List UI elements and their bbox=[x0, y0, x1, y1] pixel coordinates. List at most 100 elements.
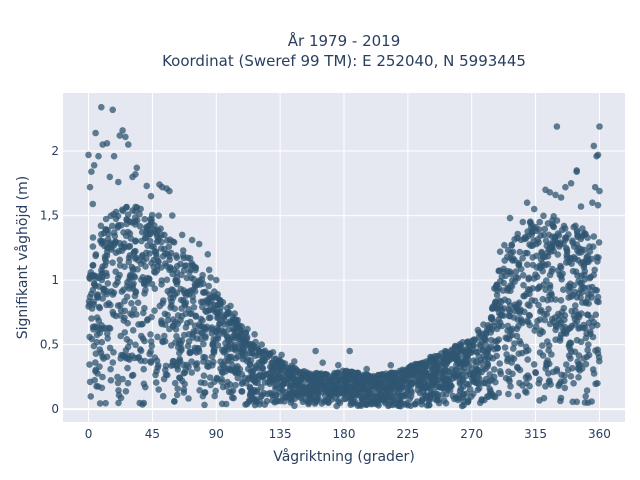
data-point bbox=[269, 397, 276, 404]
data-point bbox=[182, 324, 190, 331]
data-point bbox=[211, 392, 218, 400]
data-point bbox=[377, 381, 384, 388]
data-point bbox=[560, 304, 568, 312]
data-point bbox=[539, 352, 547, 359]
data-point bbox=[542, 365, 549, 372]
data-point bbox=[442, 367, 450, 375]
data-point bbox=[571, 288, 579, 296]
data-point bbox=[464, 338, 471, 346]
data-point bbox=[594, 380, 601, 387]
data-point bbox=[544, 260, 552, 268]
data-point bbox=[335, 398, 342, 405]
data-point bbox=[525, 274, 533, 282]
data-point bbox=[158, 320, 166, 328]
data-point bbox=[540, 231, 548, 239]
data-point bbox=[549, 222, 557, 230]
data-point bbox=[178, 312, 186, 320]
data-point bbox=[213, 374, 221, 382]
data-point bbox=[508, 354, 515, 362]
data-point bbox=[146, 250, 153, 257]
data-point bbox=[143, 182, 150, 190]
x-tick-label: 45 bbox=[145, 427, 160, 441]
data-point bbox=[592, 347, 599, 354]
data-point bbox=[297, 377, 305, 385]
data-point bbox=[178, 231, 186, 239]
data-point bbox=[579, 288, 586, 296]
data-point bbox=[452, 394, 460, 402]
data-point bbox=[176, 357, 184, 365]
data-point bbox=[161, 338, 169, 345]
data-point bbox=[486, 371, 494, 378]
data-point bbox=[487, 336, 495, 344]
data-point bbox=[456, 378, 464, 386]
y-axis-ticks: 0 0,5 1 1,5 2 bbox=[40, 144, 59, 416]
data-point bbox=[86, 183, 94, 191]
data-point bbox=[201, 401, 208, 409]
data-point bbox=[552, 322, 560, 329]
data-point bbox=[179, 247, 187, 254]
data-point bbox=[494, 303, 502, 311]
data-point bbox=[89, 261, 97, 269]
data-point bbox=[102, 399, 109, 407]
data-point bbox=[89, 243, 97, 250]
data-point bbox=[291, 395, 299, 403]
data-point bbox=[434, 363, 441, 371]
data-point bbox=[166, 187, 173, 195]
data-point bbox=[107, 365, 114, 373]
data-point bbox=[127, 235, 135, 242]
data-point bbox=[339, 373, 346, 381]
data-point bbox=[507, 383, 514, 390]
data-point bbox=[408, 389, 415, 396]
data-point bbox=[299, 371, 307, 378]
data-point bbox=[140, 280, 148, 288]
data-point bbox=[124, 355, 132, 362]
data-point bbox=[590, 271, 597, 279]
data-point bbox=[138, 228, 146, 236]
data-point bbox=[335, 361, 342, 369]
data-point bbox=[569, 364, 576, 372]
data-point bbox=[575, 374, 582, 381]
data-point bbox=[249, 368, 256, 375]
data-point bbox=[221, 358, 229, 365]
data-point bbox=[288, 373, 296, 380]
data-point bbox=[539, 328, 546, 336]
data-point bbox=[114, 224, 121, 231]
data-point bbox=[234, 316, 241, 324]
data-point bbox=[178, 305, 185, 312]
data-point bbox=[114, 379, 122, 387]
data-point bbox=[106, 344, 114, 352]
data-point bbox=[168, 286, 175, 293]
data-point bbox=[315, 370, 323, 378]
data-point bbox=[144, 316, 151, 323]
data-point bbox=[488, 305, 496, 312]
data-point bbox=[210, 358, 217, 366]
data-point bbox=[273, 392, 280, 399]
data-point bbox=[582, 393, 589, 400]
data-point bbox=[555, 382, 562, 390]
data-point bbox=[253, 344, 261, 351]
data-point bbox=[209, 341, 216, 349]
data-point bbox=[277, 397, 285, 405]
data-point bbox=[555, 232, 563, 239]
data-point bbox=[89, 234, 97, 241]
data-point bbox=[524, 301, 532, 308]
data-point bbox=[226, 366, 233, 373]
data-point bbox=[181, 331, 188, 339]
data-point bbox=[579, 225, 586, 232]
data-point bbox=[108, 222, 116, 230]
data-point bbox=[205, 266, 213, 274]
data-point bbox=[561, 312, 569, 319]
data-point bbox=[105, 324, 113, 332]
data-point bbox=[109, 106, 116, 114]
data-point bbox=[251, 386, 258, 394]
data-point bbox=[180, 297, 187, 304]
data-point bbox=[151, 307, 158, 315]
data-point bbox=[554, 240, 562, 248]
data-point bbox=[413, 361, 420, 369]
data-point bbox=[147, 192, 155, 200]
data-point bbox=[216, 320, 223, 328]
data-point bbox=[567, 373, 575, 380]
data-point bbox=[566, 283, 574, 291]
data-point bbox=[252, 352, 259, 360]
data-point bbox=[214, 291, 221, 298]
